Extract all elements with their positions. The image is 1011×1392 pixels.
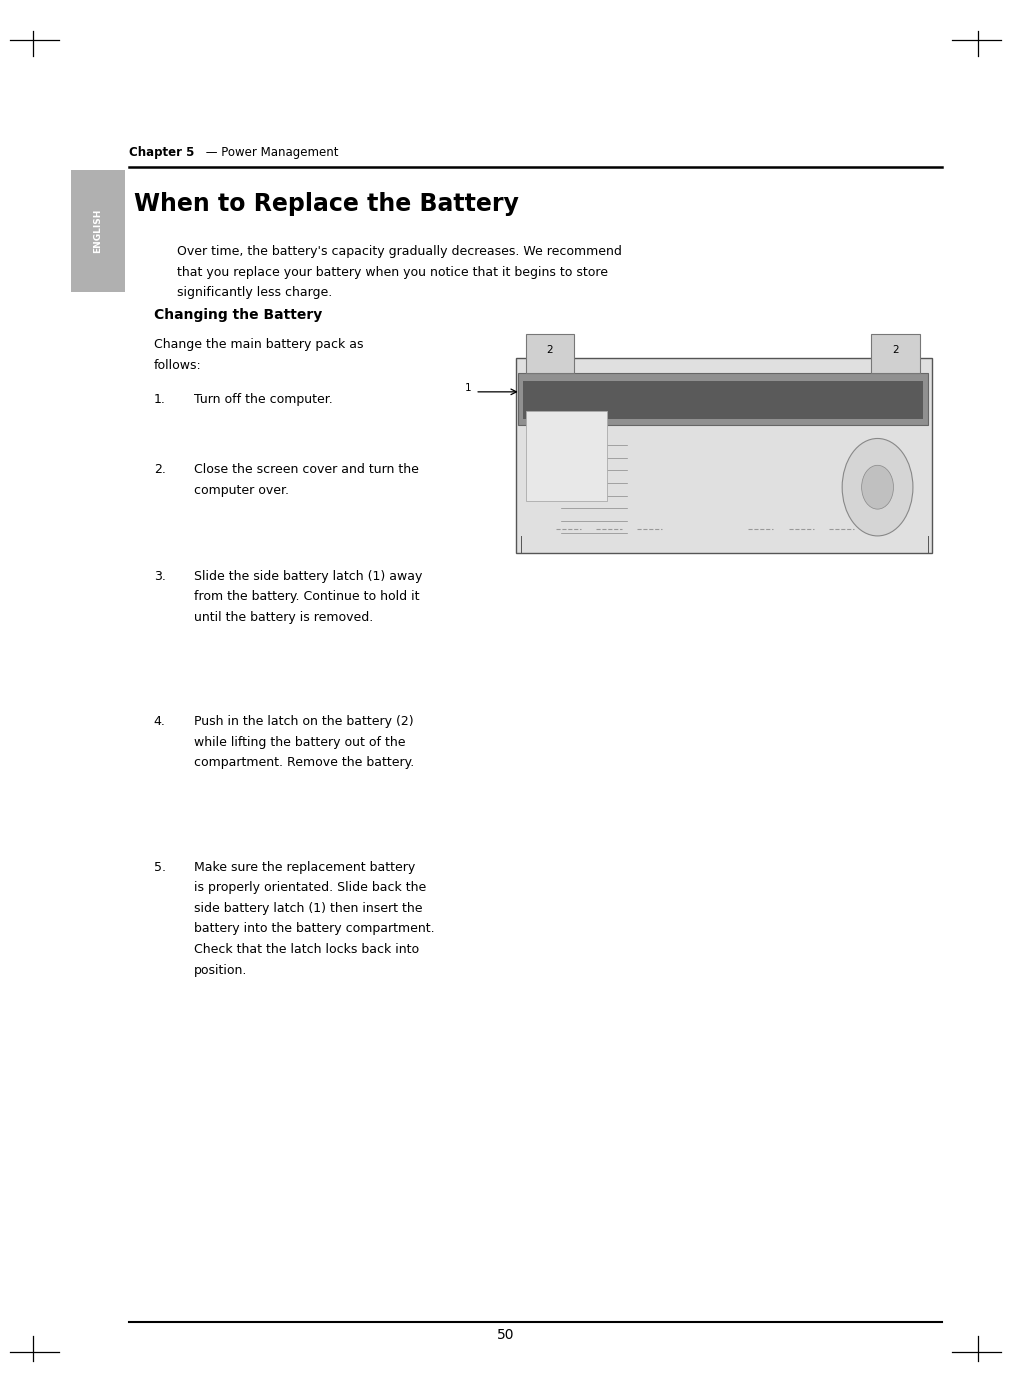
Text: 50: 50 (496, 1328, 515, 1342)
Text: until the battery is removed.: until the battery is removed. (194, 611, 373, 624)
Text: while lifting the battery out of the: while lifting the battery out of the (194, 736, 405, 749)
Text: is properly orientated. Slide back the: is properly orientated. Slide back the (194, 881, 427, 894)
Text: 2: 2 (893, 345, 899, 355)
Circle shape (861, 465, 894, 509)
Text: 2.: 2. (154, 464, 166, 476)
Text: — Power Management: — Power Management (202, 146, 339, 159)
Text: that you replace your battery when you notice that it begins to store: that you replace your battery when you n… (177, 266, 608, 278)
Bar (518, 373, 928, 425)
Text: Make sure the replacement battery: Make sure the replacement battery (194, 860, 416, 874)
Text: 1.: 1. (154, 393, 166, 405)
Bar (526, 334, 574, 373)
Text: compartment. Remove the battery.: compartment. Remove the battery. (194, 756, 415, 770)
Text: side battery latch (1) then insert the: side battery latch (1) then insert the (194, 902, 423, 915)
Text: 1: 1 (464, 383, 471, 393)
Text: position.: position. (194, 963, 248, 977)
Text: Check that the latch locks back into: Check that the latch locks back into (194, 942, 420, 956)
Bar (71, 170, 125, 292)
Text: computer over.: computer over. (194, 484, 289, 497)
Text: Slide the side battery latch (1) away: Slide the side battery latch (1) away (194, 569, 423, 583)
Circle shape (842, 438, 913, 536)
Text: follows:: follows: (154, 359, 201, 372)
Text: When to Replace the Battery: When to Replace the Battery (134, 192, 520, 216)
Text: 4.: 4. (154, 715, 166, 728)
Text: 3.: 3. (154, 569, 166, 583)
Text: battery into the battery compartment.: battery into the battery compartment. (194, 923, 435, 935)
Text: significantly less charge.: significantly less charge. (177, 287, 333, 299)
Text: ENGLISH: ENGLISH (94, 209, 102, 253)
Text: from the battery. Continue to hold it: from the battery. Continue to hold it (194, 590, 420, 604)
Text: Turn off the computer.: Turn off the computer. (194, 393, 333, 405)
Text: Close the screen cover and turn the: Close the screen cover and turn the (194, 464, 419, 476)
Bar (523, 381, 923, 419)
Text: Chapter 5: Chapter 5 (129, 146, 195, 159)
Bar (516, 358, 932, 553)
Text: Over time, the battery's capacity gradually decreases. We recommend: Over time, the battery's capacity gradua… (177, 245, 622, 258)
Text: Changing the Battery: Changing the Battery (154, 308, 321, 322)
Text: 5.: 5. (154, 860, 166, 874)
Text: Change the main battery pack as: Change the main battery pack as (154, 338, 363, 351)
Text: 2: 2 (547, 345, 553, 355)
Bar (526, 411, 607, 501)
Bar (871, 334, 920, 373)
Text: Push in the latch on the battery (2): Push in the latch on the battery (2) (194, 715, 413, 728)
